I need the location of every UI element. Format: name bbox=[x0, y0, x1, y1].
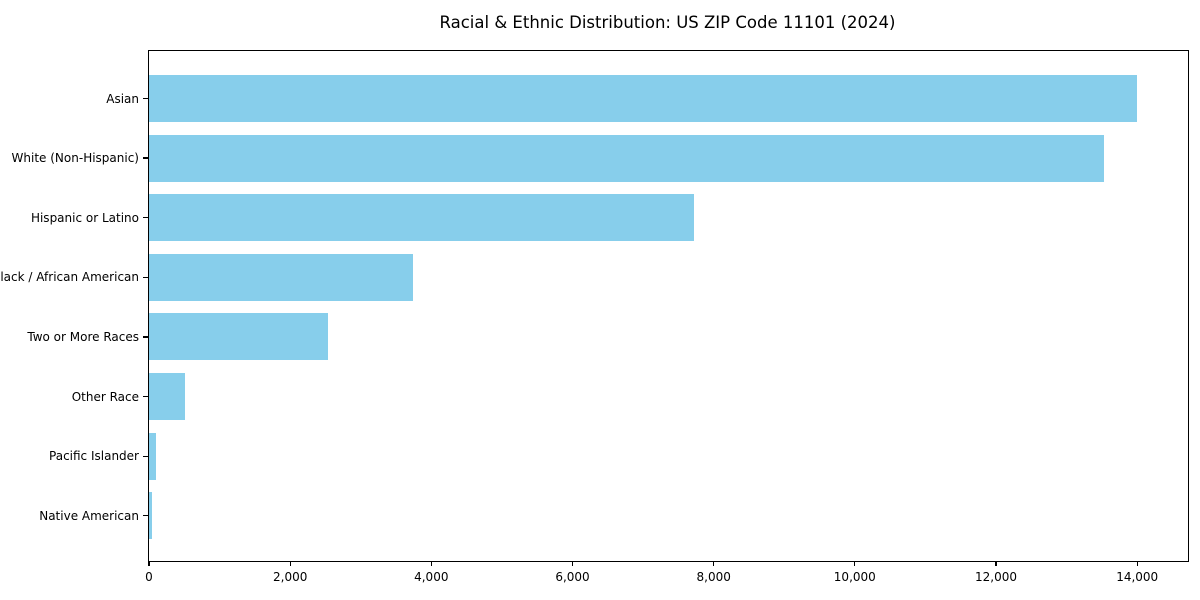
y-tick bbox=[142, 395, 148, 398]
bar-native-american bbox=[149, 492, 153, 540]
bar-other-race bbox=[149, 373, 185, 420]
bar-asian bbox=[149, 75, 1138, 122]
y-tick bbox=[142, 157, 148, 159]
x-tick-label: 6,000 bbox=[555, 570, 590, 584]
y-tick bbox=[142, 217, 148, 219]
x-tick bbox=[289, 561, 291, 566]
chart-title: Racial & Ethnic Distribution: US ZIP Cod… bbox=[439, 13, 896, 32]
x-tick-label: 10,000 bbox=[833, 570, 876, 584]
y-axis-label: Native American bbox=[39, 508, 139, 523]
y-axis-label: Asian bbox=[106, 91, 139, 106]
y-tick bbox=[142, 515, 148, 517]
x-tick bbox=[430, 561, 432, 566]
x-tick bbox=[995, 561, 997, 566]
y-axis-label: Black / African American bbox=[0, 270, 139, 285]
bar-hispanic-or-latino bbox=[149, 194, 694, 242]
x-tick bbox=[571, 561, 574, 566]
x-tick-label: 14,000 bbox=[1116, 570, 1159, 584]
y-axis-label: Two or More Races bbox=[27, 329, 139, 344]
x-tick-label: 8,000 bbox=[696, 570, 731, 584]
plot-area: Asian White (Non-Hispanic) Hispanic or Lat… bbox=[0, 50, 1189, 584]
bar-white-non-hispanic bbox=[149, 134, 1104, 182]
x-tick-label: 2,000 bbox=[273, 570, 308, 584]
y-tick bbox=[142, 276, 148, 278]
x-tick bbox=[1136, 561, 1138, 566]
x-tick bbox=[148, 561, 150, 566]
x-tick-label: 12,000 bbox=[975, 570, 1017, 584]
y-axis-label: Hispanic or Latino bbox=[30, 210, 139, 225]
x-tick bbox=[854, 561, 856, 566]
bar-black-african-american bbox=[149, 253, 413, 301]
x-tick-label: 4,000 bbox=[414, 570, 449, 584]
x-tick bbox=[713, 561, 715, 566]
y-tick bbox=[142, 97, 148, 100]
y-axis-label: Other Race bbox=[71, 389, 139, 404]
bar-pacific-islander bbox=[149, 432, 157, 480]
y-tick bbox=[142, 455, 148, 457]
y-axis-label: Pacific Islander bbox=[49, 449, 139, 464]
y-tick bbox=[142, 336, 148, 338]
x-tick-label: 0 bbox=[145, 570, 153, 584]
y-axis-label: White (Non-Hispanic) bbox=[11, 151, 139, 166]
bar-two-or-more-races bbox=[149, 313, 328, 361]
